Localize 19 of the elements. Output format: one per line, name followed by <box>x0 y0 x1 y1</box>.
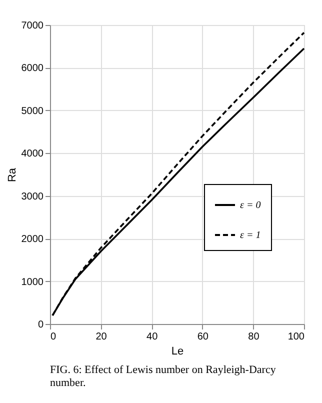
y-tick-label: 6000 <box>21 63 44 74</box>
y-axis-title: Ra <box>6 167 18 182</box>
x-axis-title: Le <box>171 346 184 358</box>
x-tick-label: 0 <box>50 332 56 342</box>
y-tick-label: 0 <box>38 320 44 330</box>
legend-label: ε = 1 <box>240 230 261 241</box>
y-tick-label: 1000 <box>21 276 44 288</box>
y-tick-label: 3000 <box>21 191 44 202</box>
y-tick-label: 7000 <box>21 20 44 32</box>
y-tick-label: 4000 <box>21 148 44 160</box>
x-tick-label: 60 <box>197 332 209 342</box>
x-tick-label: 80 <box>248 332 260 342</box>
legend-label: ε = 0 <box>240 200 261 211</box>
y-tick-label: 2000 <box>21 234 44 246</box>
caption: FIG. 6: Effect of Lewis number on Rayleigh-Darcy number. <box>50 364 276 389</box>
x-tick-label: 20 <box>96 332 108 342</box>
x-tick-label: 40 <box>146 332 158 342</box>
y-tick-label: 5000 <box>21 106 44 117</box>
x-tick-label: 100 <box>288 332 305 342</box>
